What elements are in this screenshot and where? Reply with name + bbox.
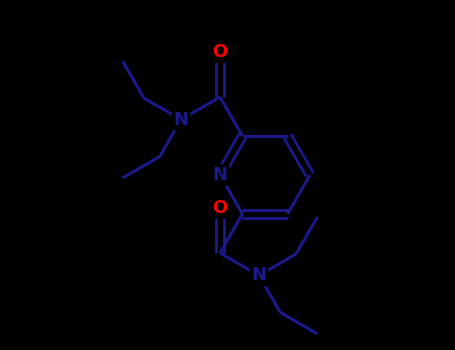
Text: O: O xyxy=(212,199,228,217)
Text: N: N xyxy=(173,111,188,128)
Text: N: N xyxy=(212,166,228,184)
Text: N: N xyxy=(252,266,267,285)
Text: O: O xyxy=(212,43,228,61)
